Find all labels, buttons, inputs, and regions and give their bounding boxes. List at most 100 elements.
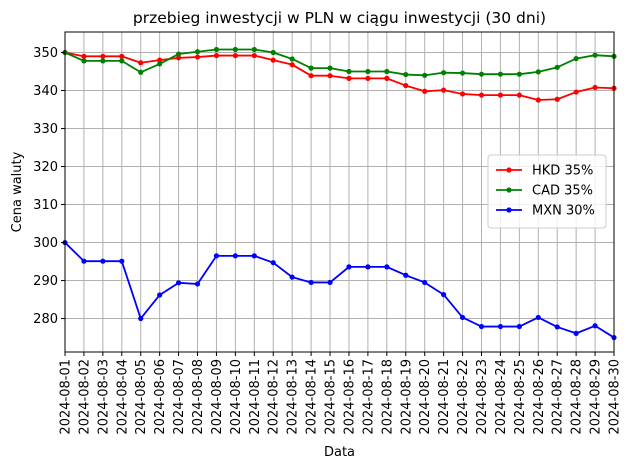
data-point (119, 53, 125, 59)
x-tick-label: 2024-08-17 (361, 359, 376, 435)
data-point (384, 264, 390, 270)
x-tick-label: 2024-08-04 (115, 359, 130, 435)
data-point (270, 260, 276, 266)
x-tick-label: 2024-08-09 (210, 359, 225, 435)
data-point (516, 323, 522, 330)
series-line (64, 241, 615, 339)
x-tick-label: 2024-08-21 (437, 359, 452, 435)
x-tick-label: 2024-08-23 (475, 359, 490, 435)
data-point (119, 58, 125, 64)
data-point (308, 279, 314, 286)
data-point (422, 88, 428, 94)
x-tick-label: 2024-08-26 (532, 359, 547, 435)
series-line (64, 51, 615, 101)
data-point (138, 69, 144, 75)
x-tick-label: 2024-08-18 (380, 359, 395, 435)
data-point (441, 87, 447, 93)
y-tick-label: 340 (33, 84, 58, 99)
legend: HKD 35% CAD 35% MXN 30% (487, 154, 607, 229)
x-tick-label: 2024-08-16 (342, 359, 357, 435)
data-point (346, 68, 352, 75)
data-point (403, 71, 409, 78)
data-point (478, 71, 485, 77)
data-point (365, 68, 371, 75)
data-point (251, 46, 257, 53)
x-tick-label: 2024-08-24 (494, 359, 509, 435)
x-tick-label: 2024-08-06 (153, 359, 168, 435)
data-point (289, 62, 295, 68)
data-point (327, 65, 333, 71)
data-point (213, 52, 220, 59)
data-point (213, 46, 220, 53)
plot-frame (64, 31, 615, 353)
series-2 (62, 46, 617, 78)
data-point (81, 53, 87, 59)
data-point (232, 253, 238, 259)
data-point (478, 92, 485, 98)
legend-label: CAD 35% (532, 184, 593, 199)
y-tick-label: 350 (33, 46, 58, 61)
data-point (251, 253, 257, 259)
x-tick-label: 2024-08-14 (305, 359, 320, 435)
x-tick-label: 2024-08-12 (267, 359, 282, 435)
data-point (441, 70, 447, 76)
data-point (516, 71, 522, 77)
data-point (289, 56, 295, 62)
x-tick-label: 2024-08-22 (456, 359, 471, 435)
data-point (497, 71, 504, 77)
data-point (459, 314, 466, 321)
data-point (497, 323, 504, 330)
data-point (175, 51, 182, 57)
data-point (194, 49, 201, 55)
data-point (535, 314, 541, 321)
x-tick-label: 2024-08-10 (229, 359, 244, 435)
data-point (346, 75, 352, 81)
data-point (327, 279, 333, 286)
data-point (270, 57, 276, 63)
data-point (100, 58, 106, 64)
data-point (365, 264, 371, 270)
data-point (308, 65, 314, 71)
legend-label: MXN 30% (532, 204, 595, 219)
data-point (346, 264, 352, 270)
data-point (81, 258, 87, 264)
chart-title: przebieg inwestycji w PLN w ciągu inwest… (133, 9, 546, 27)
x-tick-label: 2024-08-27 (551, 359, 566, 435)
data-point (535, 97, 541, 103)
data-point (554, 64, 560, 70)
data-point (213, 253, 220, 259)
y-tick-label: 290 (33, 274, 58, 289)
x-axis-label: Data (324, 445, 355, 460)
data-point (194, 281, 201, 287)
data-point (384, 68, 390, 75)
x-tick-label: 2024-08-05 (134, 359, 149, 435)
data-point (251, 52, 257, 59)
x-tick-label: 2024-08-19 (399, 359, 414, 435)
x-tick-label: 2024-08-07 (172, 359, 187, 435)
legend-marker (506, 207, 512, 213)
data-point (175, 55, 182, 61)
data-point (478, 323, 485, 330)
data-point (573, 330, 579, 336)
data-point (403, 272, 409, 278)
x-tick-label: 2024-08-02 (77, 359, 92, 435)
x-axis: 2024-08-01 2024-08-02 2024-08-03 2024-08-04… (59, 352, 623, 435)
data-point (497, 92, 504, 98)
y-tick-label: 280 (33, 312, 58, 327)
y-tick-label: 300 (33, 236, 58, 251)
x-tick-label: 2024-08-08 (191, 359, 206, 435)
data-point (138, 60, 144, 66)
data-point (289, 274, 295, 280)
data-point (81, 58, 87, 64)
legend-label: HKD 35% (532, 164, 593, 179)
legend-marker (506, 167, 512, 173)
y-axis: 280 290 300 310 320 330 340 350 (33, 46, 65, 327)
series-1 (62, 49, 617, 103)
data-point (157, 57, 163, 63)
x-tick-label: 2024-08-03 (96, 359, 111, 435)
data-point (554, 324, 560, 330)
data-point (308, 73, 314, 79)
data-point (157, 61, 163, 67)
data-point (365, 75, 371, 81)
